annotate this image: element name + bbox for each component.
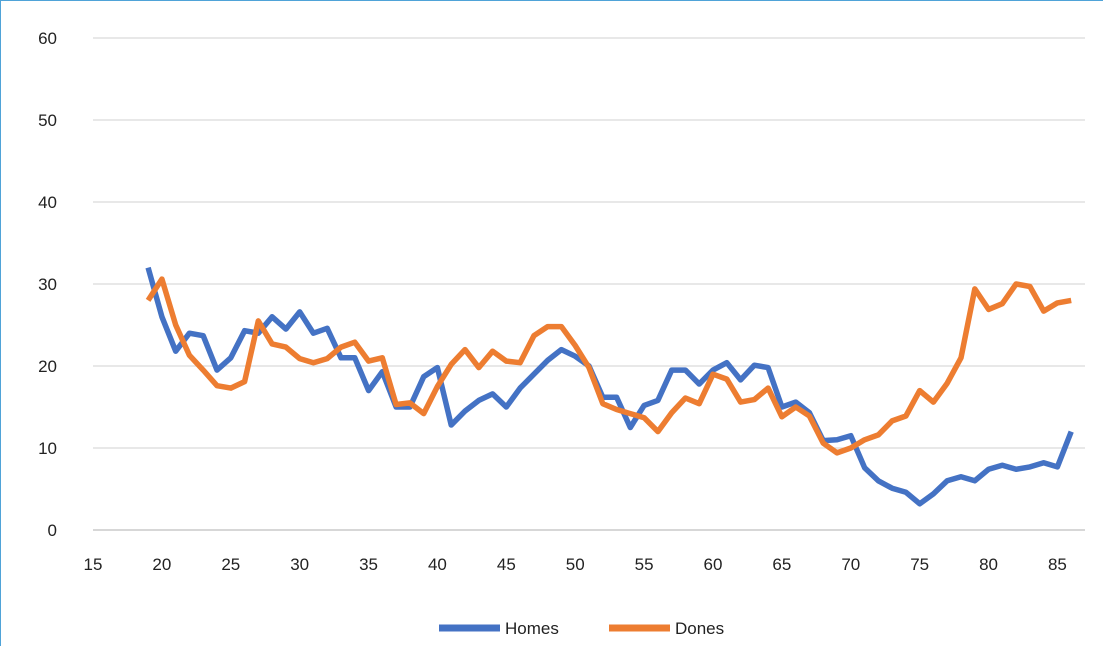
x-tick-label: 60 [704,555,723,574]
x-tick-label: 25 [221,555,240,574]
x-tick-label: 35 [359,555,378,574]
x-tick-label: 85 [1048,555,1067,574]
x-tick-label: 40 [428,555,447,574]
y-tick-label: 60 [38,29,57,48]
x-tick-label: 70 [841,555,860,574]
x-tick-label: 30 [290,555,309,574]
x-tick-label: 80 [979,555,998,574]
x-tick-label: 50 [566,555,585,574]
legend-label-dones: Dones [675,619,724,638]
x-tick-label: 15 [84,555,103,574]
series-lines [145,266,1074,507]
x-tick-label: 20 [152,555,171,574]
series-line-dones [145,276,1072,456]
series-line-homes [145,266,1074,507]
x-tick-label: 45 [497,555,516,574]
x-tick-label: 75 [910,555,929,574]
y-tick-label: 40 [38,193,57,212]
legend: Homes Dones [439,619,724,638]
y-tick-label: 50 [38,111,57,130]
y-tick-label: 20 [38,357,57,376]
x-axis-ticks: 15 20 25 30 35 40 45 50 55 60 65 70 75 80 85 [84,555,1067,574]
y-tick-label: 0 [48,521,57,540]
y-tick-label: 30 [38,275,57,294]
y-tick-label: 10 [38,439,57,458]
legend-label-homes: Homes [505,619,559,638]
x-tick-label: 55 [635,555,654,574]
x-tick-label: 65 [772,555,791,574]
gridlines [93,37,1085,531]
y-axis-ticks: 0 10 20 30 40 50 60 [38,29,57,540]
